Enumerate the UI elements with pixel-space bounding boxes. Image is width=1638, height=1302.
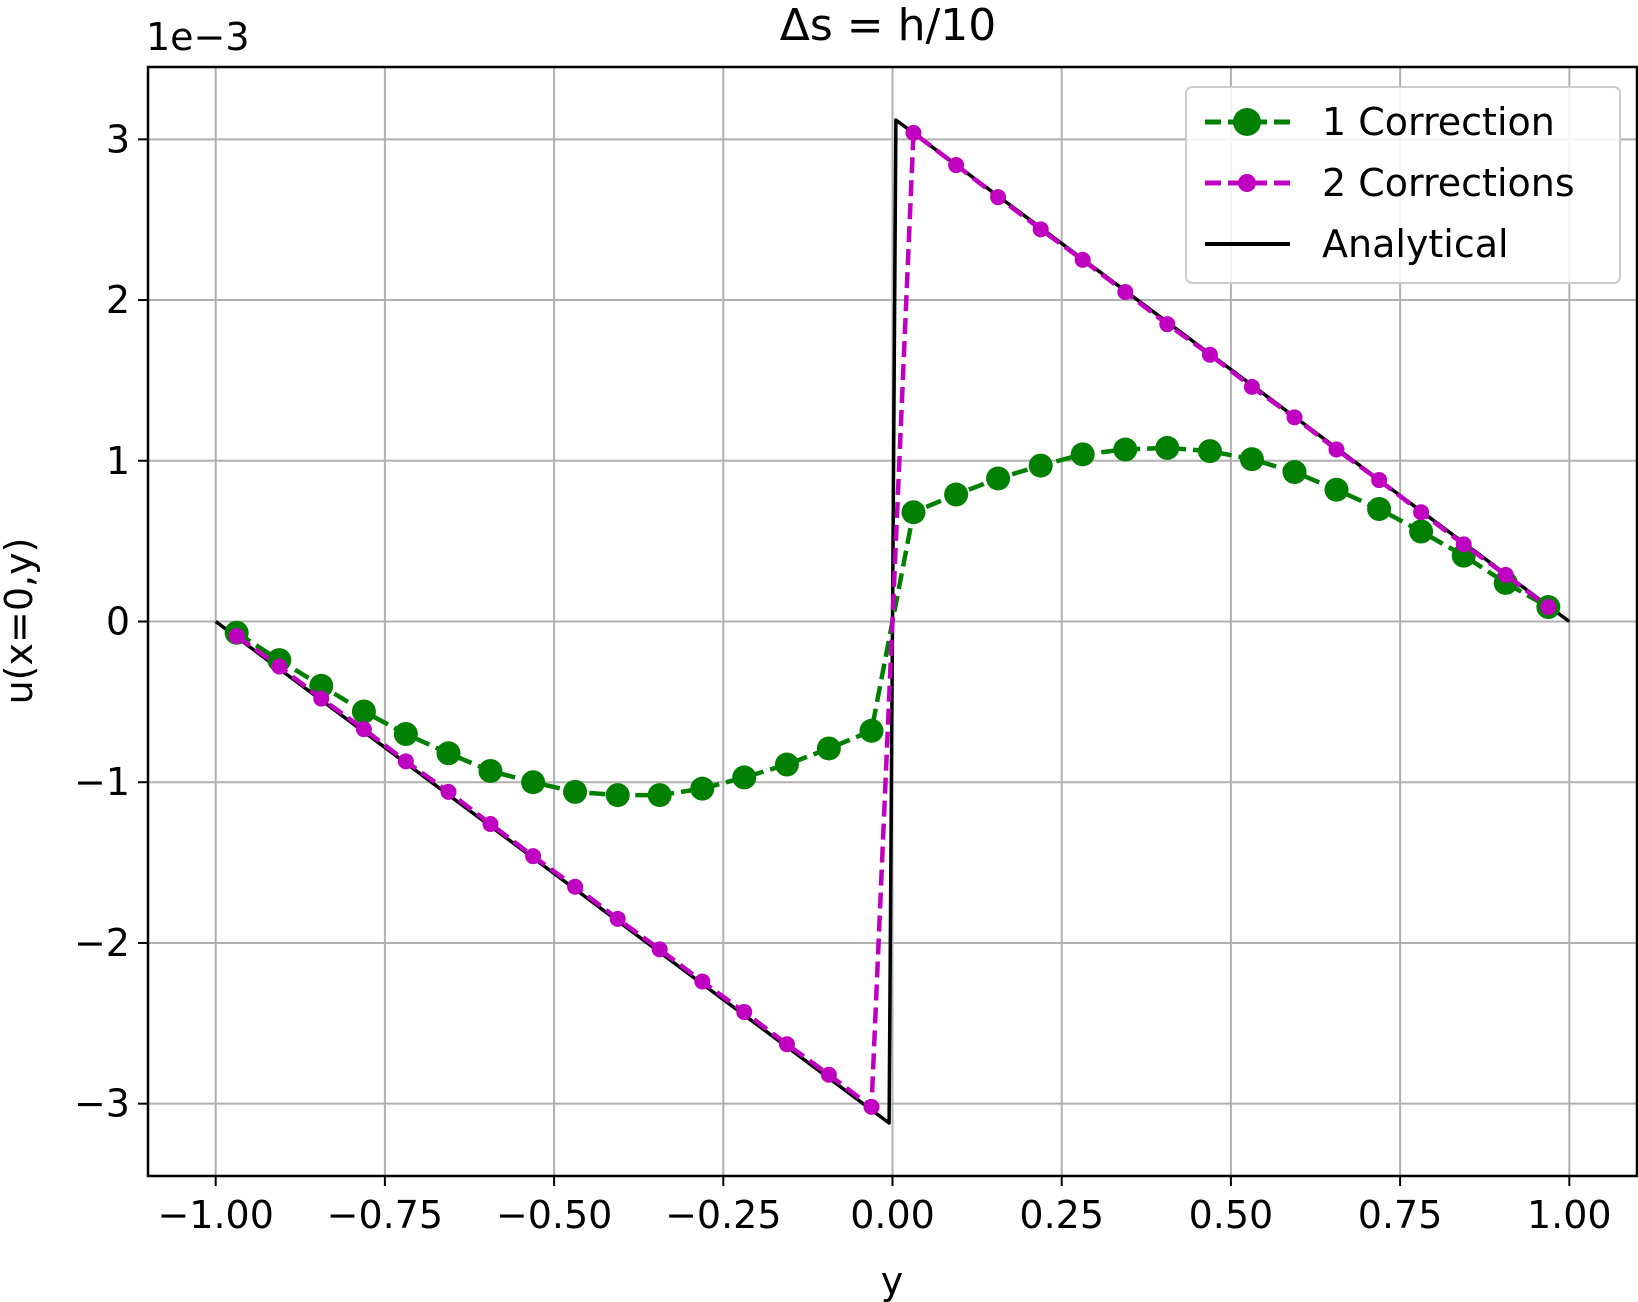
series-point-1 <box>609 910 626 927</box>
y-tick-label: −2 <box>74 921 130 965</box>
y-tick-label: −3 <box>74 1082 130 1126</box>
y-offset-label: 1e−3 <box>146 15 250 59</box>
series-point-0 <box>986 466 1011 491</box>
series-point-1 <box>1032 221 1049 238</box>
series-point-0 <box>1155 435 1180 460</box>
series-point-0 <box>901 500 926 525</box>
series-point-0 <box>605 783 630 808</box>
y-axis: −3 −2 −1 0 1 2 3 <box>74 117 148 1126</box>
series-point-0 <box>859 718 884 743</box>
series-point-1 <box>1159 316 1176 333</box>
legend-marker <box>1238 174 1256 192</box>
series-point-1 <box>820 1066 837 1083</box>
series-point-0 <box>521 770 546 795</box>
legend-label: Analytical <box>1322 222 1509 266</box>
series-point-1 <box>948 157 965 174</box>
series-point-1 <box>1201 346 1218 363</box>
series-point-1 <box>694 973 711 990</box>
y-tick-label: −1 <box>74 760 130 804</box>
x-tick-label: 1.00 <box>1527 1193 1612 1237</box>
x-tick-label: −0.25 <box>665 1193 781 1237</box>
series-point-1 <box>228 627 245 644</box>
x-tick-label: −0.75 <box>327 1193 443 1237</box>
x-tick-label: 0.25 <box>1019 1193 1104 1237</box>
legend-marker <box>1233 108 1261 136</box>
x-tick-label: 0.00 <box>850 1193 935 1237</box>
series-point-0 <box>393 722 418 747</box>
x-tick-label: 0.50 <box>1189 1193 1274 1237</box>
legend-box <box>1185 86 1621 284</box>
series-point-1 <box>1540 599 1557 616</box>
series-point-1 <box>1286 409 1303 426</box>
y-axis-label: u(x=0,y) <box>0 538 41 705</box>
series-point-0 <box>944 482 969 507</box>
series-point-0 <box>563 779 588 804</box>
x-tick-label: −1.00 <box>157 1193 273 1237</box>
series-point-1 <box>1413 504 1430 521</box>
series-layer <box>214 118 1571 1125</box>
legend-label: 2 Corrections <box>1322 161 1575 205</box>
series-point-0 <box>774 752 799 777</box>
y-tick-label: 2 <box>106 278 130 322</box>
series-point-1 <box>651 941 668 958</box>
series-point-0 <box>1367 496 1392 521</box>
series-point-1 <box>271 658 288 675</box>
series-point-1 <box>482 816 499 833</box>
series-point-0 <box>1324 477 1349 502</box>
series-point-1 <box>778 1036 795 1053</box>
series-line-1 <box>235 130 1550 1110</box>
series-point-0 <box>690 776 715 801</box>
series-point-1 <box>567 878 584 895</box>
series-point-1 <box>1371 472 1388 489</box>
x-tick-label: −0.50 <box>496 1193 612 1237</box>
x-axis-label: y <box>881 1259 904 1302</box>
series-point-1 <box>1117 284 1134 301</box>
series-point-0 <box>1113 437 1138 462</box>
x-tick-label: 0.75 <box>1358 1193 1443 1237</box>
series-point-1 <box>1074 251 1091 268</box>
series-point-0 <box>1070 442 1095 467</box>
series-point-0 <box>478 758 503 783</box>
series-point-0 <box>1282 460 1307 485</box>
legend-label: 1 Correction <box>1322 100 1555 144</box>
series-point-1 <box>355 721 372 738</box>
series-point-0 <box>1028 453 1053 478</box>
series-point-1 <box>736 1004 753 1021</box>
series-point-0 <box>1197 439 1222 464</box>
series-point-1 <box>1243 378 1260 395</box>
series-point-1 <box>440 783 457 800</box>
series-point-0 <box>1409 519 1434 544</box>
series-point-1 <box>313 690 330 707</box>
series-point-0 <box>1239 447 1264 472</box>
y-tick-label: 0 <box>106 600 130 644</box>
series-point-1 <box>525 848 542 865</box>
series-point-1 <box>1455 536 1472 553</box>
y-tick-label: 1 <box>106 439 130 483</box>
series-point-0 <box>436 741 461 766</box>
x-axis: −1.00 −0.75 −0.50 −0.25 0.00 0.25 0.50 0.75 1.00 <box>157 1176 1612 1237</box>
chart-title: Δs = h/10 <box>780 0 997 51</box>
series-point-1 <box>863 1098 880 1115</box>
y-tick-label: 3 <box>106 117 130 161</box>
series-point-0 <box>351 699 376 724</box>
series-point-1 <box>1497 566 1514 583</box>
series-point-1 <box>905 124 922 141</box>
series-point-0 <box>816 736 841 761</box>
legend: 1 Correction 2 Corrections Analytical <box>1185 86 1621 284</box>
series-point-1 <box>397 753 414 770</box>
series-point-0 <box>732 765 757 790</box>
series-point-0 <box>647 783 672 808</box>
series-point-1 <box>990 189 1007 206</box>
series-point-1 <box>1328 441 1345 458</box>
